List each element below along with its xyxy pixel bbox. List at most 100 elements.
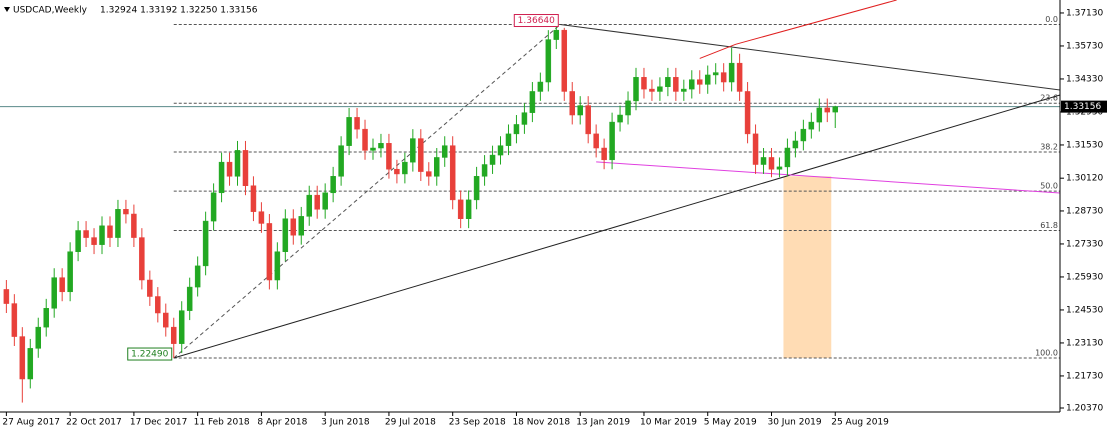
x-tick-label: 22 Oct 2017 xyxy=(66,418,122,428)
annotation-box xyxy=(513,14,559,28)
candle-body xyxy=(792,140,799,149)
candle-body xyxy=(266,223,273,281)
x-tick-label: 25 Aug 2019 xyxy=(831,418,889,428)
candle-body xyxy=(43,308,49,328)
candle-body xyxy=(561,29,568,92)
y-tick-label: 1.31530 xyxy=(1066,140,1103,150)
candle-body xyxy=(473,176,480,201)
candle-body xyxy=(601,147,607,161)
candle-body xyxy=(67,251,73,293)
x-tick-label: 27 Aug 2017 xyxy=(2,418,60,428)
candle-body xyxy=(242,150,249,186)
candle-body xyxy=(593,133,599,149)
last-price-label: 1.33156 xyxy=(1064,102,1101,112)
candle-body xyxy=(513,124,520,135)
candle-body xyxy=(649,88,655,92)
candle-body xyxy=(107,225,113,238)
y-tick-label: 1.37130 xyxy=(1066,8,1103,18)
chart-title: USDCAD,Weekly xyxy=(13,6,88,16)
x-tick-label: 11 Feb 2018 xyxy=(194,418,250,428)
candle-body xyxy=(489,154,496,165)
candle-body xyxy=(449,145,456,201)
last-price-box xyxy=(1061,100,1107,113)
candle-body xyxy=(99,225,105,245)
candle-body xyxy=(521,112,528,125)
trendline xyxy=(596,161,1061,194)
fib-label: 0.0 xyxy=(1045,15,1058,24)
candle-body xyxy=(585,105,591,135)
candle-body xyxy=(250,185,257,212)
x-tick-label: 30 Jun 2019 xyxy=(767,418,821,428)
annotation-box xyxy=(127,347,173,361)
candle-body xyxy=(27,348,34,380)
candle-body xyxy=(689,79,695,90)
y-tick-label: 1.23130 xyxy=(1066,338,1103,348)
candle-body xyxy=(712,72,719,76)
x-tick-label: 29 Jul 2018 xyxy=(385,418,436,428)
candle-body xyxy=(505,133,512,146)
x-tick-label: 10 Mar 2019 xyxy=(640,418,697,428)
candle-body xyxy=(569,91,575,116)
candle-body xyxy=(553,29,560,40)
trendline xyxy=(560,24,1061,91)
candle-body xyxy=(170,326,177,344)
trendline xyxy=(699,0,897,59)
candle-body xyxy=(147,279,153,297)
candle-body xyxy=(51,277,57,309)
fib-label: 61.8 xyxy=(1040,221,1058,230)
candle-body xyxy=(760,157,767,165)
candle-body xyxy=(178,310,185,344)
candle-body xyxy=(641,77,647,90)
candle-body xyxy=(497,145,504,156)
candle-body xyxy=(744,91,751,135)
candle-body xyxy=(274,251,281,281)
x-tick-label: 8 Apr 2018 xyxy=(257,418,307,428)
candle-body xyxy=(816,107,823,123)
x-tick-label: 13 Jan 2019 xyxy=(576,418,630,428)
y-tick-label: 1.24530 xyxy=(1066,305,1103,315)
candle-body xyxy=(720,72,727,83)
candle-body xyxy=(91,237,97,245)
candle-body xyxy=(529,91,536,113)
candle-body xyxy=(131,213,137,238)
candle-body xyxy=(218,161,225,194)
candle-body xyxy=(704,74,711,85)
menu-icon xyxy=(4,7,10,12)
fib-label: 100.0 xyxy=(1035,349,1058,358)
x-tick-label: 17 Dec 2017 xyxy=(130,418,188,428)
y-tick-label: 1.25930 xyxy=(1066,272,1103,282)
candle-body xyxy=(402,161,408,175)
candle-body xyxy=(115,209,121,238)
candle-body xyxy=(155,296,161,314)
candle-body xyxy=(434,157,440,177)
candle-body xyxy=(322,192,328,210)
candle-body xyxy=(338,145,344,177)
candle-body xyxy=(410,138,416,163)
candle-body xyxy=(418,138,424,172)
candle-body xyxy=(800,128,807,142)
highlight-zone xyxy=(783,176,832,359)
candle-body xyxy=(258,211,265,224)
candle-body xyxy=(290,218,297,236)
candle-body xyxy=(3,289,10,304)
y-tick-label: 1.30120 xyxy=(1066,174,1103,184)
trendline xyxy=(173,24,561,359)
candle-body xyxy=(19,336,26,380)
candle-body xyxy=(625,100,631,116)
y-tick-label: 1.21730 xyxy=(1066,371,1103,381)
candle-body xyxy=(362,128,368,151)
ohlc-info: 1.32924 1.33192 1.32250 1.33156 xyxy=(100,6,258,16)
candle-body xyxy=(609,121,615,161)
candle-body xyxy=(808,121,815,130)
y-tick-label: 1.35730 xyxy=(1066,41,1103,51)
candle-body xyxy=(370,147,376,151)
candle-body xyxy=(784,147,791,168)
candle-body xyxy=(298,216,305,236)
candle-body xyxy=(75,230,81,252)
candle-body xyxy=(426,171,432,177)
candle-body xyxy=(314,194,320,210)
annotation-label: 1.22490 xyxy=(131,350,168,360)
candle-body xyxy=(59,277,65,293)
